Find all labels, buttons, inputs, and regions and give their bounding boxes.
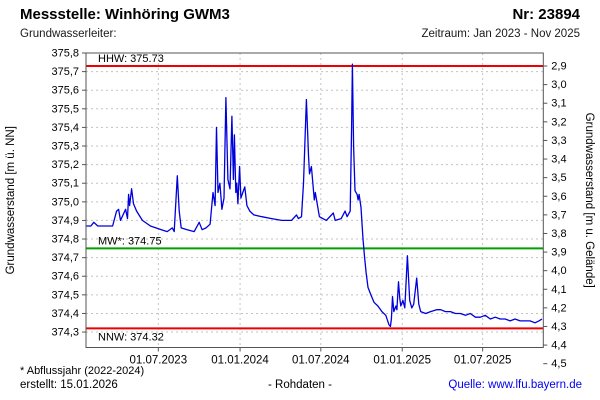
y-left-tick-label: 374,4 (51, 308, 79, 320)
header: Messstelle: Winhöring GWM3 Nr: 23894 (20, 6, 580, 23)
y-right-tick-label: 2,9 (551, 61, 566, 73)
subheader: Grundwasserleiter: Zeitraum: Jan 2023 - … (20, 28, 580, 40)
y-right-tick-label: 3,6 (551, 191, 566, 203)
y-left-tick-label: 375,4 (51, 122, 79, 134)
mw-reference-label: MW*: 374.75 (98, 235, 162, 247)
y-left-tick-label: 374,9 (51, 215, 79, 227)
y-left-tick-label: 375,8 (51, 48, 79, 60)
y-right-tick-label: 3,9 (551, 247, 566, 259)
source-link[interactable]: Quelle: www.lfu.bayern.de (448, 379, 582, 391)
y-right-tick-label: 3,8 (551, 228, 566, 240)
y-right-tick-label: 4,5 (551, 358, 566, 370)
groundwater-data-line (86, 63, 543, 328)
y-left-tick-label: 375,0 (51, 196, 79, 208)
nnw-reference-label: NNW: 374.32 (98, 331, 164, 343)
y-right-tick-label: 4,0 (551, 265, 566, 277)
hhw-reference-label: HHW: 375.73 (98, 53, 164, 65)
x-tick-label: 01.07.2025 (454, 355, 512, 367)
y-left-tick-label: 374,3 (51, 327, 79, 339)
aquifer-label: Grundwasserleiter: (20, 28, 117, 40)
y-left-tick-label: 375,7 (51, 66, 79, 78)
station-number: Nr: 23894 (512, 6, 580, 23)
y-left-tick-label: 375,1 (51, 178, 79, 190)
y-right-tick-label: 3,0 (551, 79, 566, 91)
period-label: Zeitraum: Jan 2023 - Nov 2025 (421, 28, 580, 40)
y-left-tick-label: 374,5 (51, 289, 79, 301)
y-right-tick-label: 3,3 (551, 135, 566, 147)
x-tick-label: 01.07.2023 (130, 355, 188, 367)
plot-border (85, 52, 544, 348)
y-left-tick-label: 374,6 (51, 271, 79, 283)
y-right-tick-label: 3,1 (551, 98, 566, 110)
y-right-tick-label: 3,7 (551, 209, 566, 221)
y-axis-right-title: Grundwasserstand [m u. Gelände] (583, 113, 595, 288)
y-left-tick-label: 375,2 (51, 159, 79, 171)
page-title: Messstelle: Winhöring GWM3 (20, 6, 230, 23)
y-right-tick-label: 4,2 (551, 302, 566, 314)
y-left-tick-label: 375,5 (51, 103, 79, 115)
x-tick-label: 01.07.2024 (292, 355, 350, 367)
y-left-tick-label: 375,3 (51, 141, 79, 153)
y-right-tick-label: 4,3 (551, 321, 566, 333)
x-tick-label: 01.01.2024 (211, 355, 269, 367)
y-right-tick-label: 3,5 (551, 172, 566, 184)
y-left-tick-label: 375,6 (51, 85, 79, 97)
y-right-tick-label: 3,4 (551, 154, 566, 166)
y-axis-left-title: Grundwasserstand [m ü. NN] (5, 126, 17, 274)
y-right-tick-label: 4,1 (551, 284, 566, 296)
x-tick-label: 01.01.2025 (373, 355, 431, 367)
y-left-tick-label: 374,8 (51, 234, 79, 246)
y-left-tick-label: 374,7 (51, 252, 79, 264)
y-right-tick-label: 3,2 (551, 116, 566, 128)
y-right-tick-label: 4,4 (551, 340, 566, 352)
